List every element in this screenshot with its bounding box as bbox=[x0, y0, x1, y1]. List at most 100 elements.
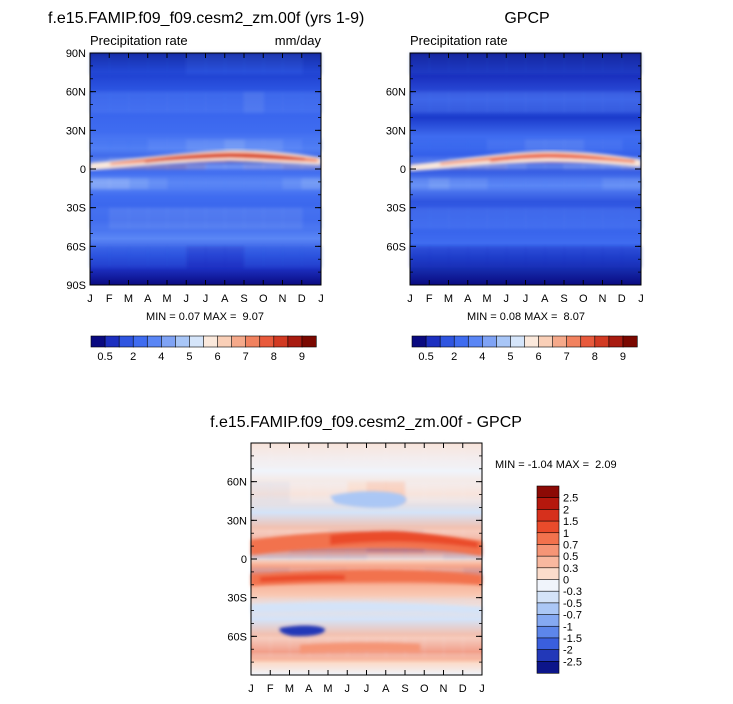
model-y-tick-label: 90N bbox=[66, 48, 86, 60]
model-cell-45S-D bbox=[301, 207, 322, 229]
bias-stats: MIN = -1.04 MAX = 2.09 bbox=[495, 459, 617, 471]
obs-cell-45N-M bbox=[448, 91, 469, 113]
model-colorbar-swatch bbox=[118, 335, 134, 348]
bias-cell-EQ-A bbox=[308, 553, 329, 560]
bias-colorbar-label: 0.5 bbox=[563, 551, 578, 563]
bias-colorbar-label: -0.5 bbox=[563, 598, 582, 610]
obs-cell-45S-N bbox=[602, 207, 623, 229]
model-cell-15S-M bbox=[128, 178, 149, 190]
model-cell-75S-D bbox=[301, 246, 322, 268]
obs-cell-75N-M bbox=[487, 53, 507, 75]
bias-colorbar-label: -2 bbox=[563, 645, 573, 657]
bias-cell-5N-J bbox=[347, 547, 367, 554]
obs-cell-15S-J bbox=[506, 178, 526, 190]
bias-x-tick-label: J bbox=[479, 683, 485, 695]
model-colorbar-swatch bbox=[175, 335, 191, 348]
bias-cell-EQ-S bbox=[405, 553, 425, 560]
obs-cell-75N-N bbox=[602, 53, 623, 75]
model-cell-15S-J bbox=[186, 178, 206, 190]
bias-x-tick-label: N bbox=[440, 683, 448, 695]
model-colorbar-swatch bbox=[146, 335, 162, 348]
model-cell-75N-S bbox=[244, 53, 264, 75]
model-colorbar-label: 2 bbox=[130, 351, 136, 363]
model-x-tick-label: A bbox=[144, 293, 152, 305]
obs-cell-75N-M bbox=[448, 53, 469, 75]
bias-colorbar-swatch bbox=[536, 602, 560, 616]
model-y-tick-label: 90S bbox=[66, 280, 86, 292]
bias-cell-75N-M bbox=[289, 443, 310, 465]
obs-x-tick-label: O bbox=[579, 293, 588, 305]
model-cell-75S-F bbox=[109, 246, 129, 268]
model-cell-45N-M bbox=[167, 91, 187, 113]
obs-colorbar-label: 7 bbox=[564, 351, 570, 363]
obs-stats: MIN = 0.08 MAX = 8.07 bbox=[467, 311, 585, 323]
obs-colorbar-label: 8 bbox=[592, 351, 598, 363]
obs-cell-75N-J bbox=[525, 53, 546, 75]
bias-cell-45N-O bbox=[424, 481, 444, 503]
obs-cells bbox=[410, 53, 642, 268]
model-cell-75N-N bbox=[282, 53, 303, 75]
model-colorbar-swatch bbox=[203, 335, 219, 348]
panel-obs-subtitle: Precipitation rate bbox=[410, 33, 508, 48]
model-cell-75N-A bbox=[147, 53, 168, 75]
bias-cell-75N-M bbox=[328, 443, 348, 465]
bias-cell-15N-F bbox=[270, 529, 290, 541]
model-colorbar-swatch bbox=[231, 335, 247, 348]
bias-cell-75S-F bbox=[270, 636, 290, 658]
bias-colorbar-swatch bbox=[536, 497, 560, 510]
bias-y-tick-label: 30N bbox=[227, 515, 247, 527]
obs-cell-EQ-N bbox=[602, 163, 623, 170]
bias-colorbar-swatch bbox=[536, 590, 560, 604]
bias-cell-EQ-D bbox=[462, 553, 483, 560]
model-cell-15S-A bbox=[224, 178, 245, 190]
model-colorbar-swatch bbox=[132, 335, 148, 348]
model-cell-15N-A bbox=[224, 139, 245, 151]
obs-cell-EQ-S bbox=[564, 163, 584, 170]
model-cell-75N-M bbox=[128, 53, 149, 75]
model-cell-45S-A bbox=[224, 207, 245, 229]
model-x-tick-label: J bbox=[184, 293, 190, 305]
model-cell-15N-J bbox=[90, 139, 110, 151]
panel-model-subtitle: Precipitation rate bbox=[90, 33, 188, 48]
bias-cell-EQ-J bbox=[251, 553, 271, 560]
obs-cell-45N-M bbox=[487, 91, 507, 113]
obs-cell-15S-D bbox=[621, 178, 642, 190]
obs-cell-15N-M bbox=[487, 139, 507, 151]
obs-colorbar-swatch bbox=[622, 335, 638, 348]
obs-cell-15S-M bbox=[487, 178, 507, 190]
model-colorbar-swatch bbox=[104, 335, 120, 348]
bias-x-tick-label: D bbox=[459, 683, 467, 695]
obs-cell-45N-J bbox=[506, 91, 526, 113]
model-cell-EQ-M bbox=[128, 163, 149, 170]
model-x-tick-label: J bbox=[318, 293, 324, 305]
model-colorbar-label: 5 bbox=[186, 351, 192, 363]
bias-colorbar-label: 2.5 bbox=[563, 493, 578, 505]
obs-cell-75N-J bbox=[410, 53, 430, 75]
obs-cell-15S-N bbox=[602, 178, 623, 190]
bias-colorbar-swatch bbox=[536, 614, 560, 627]
model-cell-45S-J bbox=[205, 207, 226, 229]
model-cell-45S-A bbox=[147, 207, 168, 229]
model-cell-45S-J bbox=[186, 207, 206, 229]
obs-x-tick-label: M bbox=[482, 293, 491, 305]
bias-colorbar-swatch bbox=[536, 509, 560, 522]
model-cell-75N-F bbox=[109, 53, 129, 75]
model-colorbar-label: 6 bbox=[215, 351, 221, 363]
bias-colorbar-swatch bbox=[536, 567, 560, 581]
bias-colorbar-label: -1.5 bbox=[563, 633, 582, 645]
bias-cell-45N-F bbox=[270, 481, 290, 503]
model-cell-75N-O bbox=[263, 53, 283, 75]
bias-cell-75S-N bbox=[443, 636, 464, 658]
bias-cell-5N-O bbox=[424, 547, 444, 554]
obs-cell-45S-J bbox=[410, 207, 430, 229]
obs-x-tick-label: M bbox=[444, 293, 453, 305]
obs-cell-45N-N bbox=[602, 91, 623, 113]
bias-colorbar-swatch bbox=[536, 637, 560, 651]
obs-y-tick-label: 60N bbox=[386, 87, 406, 99]
model-cell-15S-S bbox=[244, 178, 264, 190]
obs-cell-45S-J bbox=[506, 207, 526, 229]
obs-cell-75N-O bbox=[583, 53, 603, 75]
bias-y-tick-label: 60N bbox=[227, 477, 247, 489]
